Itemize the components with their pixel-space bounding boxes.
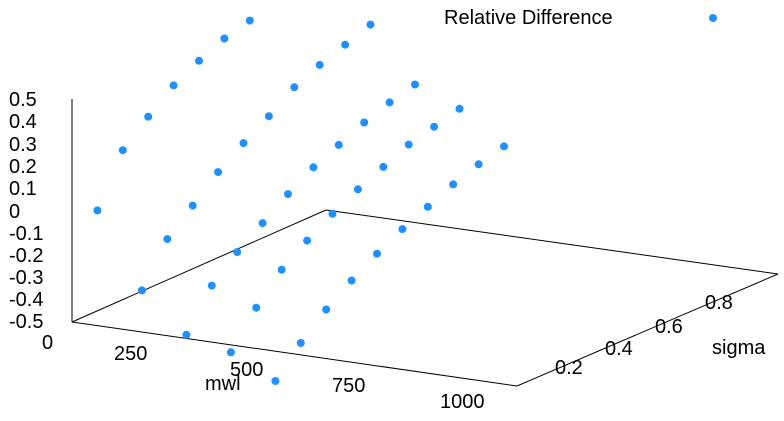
data-point (239, 139, 248, 148)
data-point (144, 112, 153, 121)
data-point (315, 60, 324, 69)
data-point (137, 286, 146, 295)
data-point (411, 80, 419, 89)
back-base-edge (325, 209, 779, 275)
data-point (334, 140, 343, 149)
x-tick-label: 750 (332, 375, 365, 397)
data-point (284, 190, 292, 199)
data-point (188, 201, 197, 210)
legend-label: Relative Difference (444, 7, 613, 29)
z-tick-labels: 0.5 0.4 0.3 0.2 0.1 0 -0.1 -0.2 -0.3 -0.… (9, 89, 43, 333)
z-tick-label: 0.4 (9, 111, 37, 133)
data-point (93, 206, 102, 215)
data-point (303, 236, 312, 245)
data-points (93, 16, 508, 385)
data-point (233, 248, 242, 257)
z-tick-label: -0.2 (9, 245, 43, 267)
z-tick-label: -0.3 (9, 267, 43, 289)
left-base-edge (71, 209, 327, 323)
y-tick-label: 0.4 (605, 338, 633, 360)
data-point (296, 339, 305, 347)
y-axis-label: sigma (712, 337, 766, 359)
z-tick-label: -0.1 (9, 223, 43, 245)
data-point (118, 146, 127, 155)
data-point (258, 219, 267, 228)
data-point (182, 330, 191, 339)
y-tick-label: 0.8 (705, 292, 733, 314)
y-tick-label: 0.6 (655, 316, 683, 338)
data-point (277, 265, 286, 274)
data-point (360, 118, 369, 127)
data-point (220, 34, 229, 43)
right-base-edge (516, 273, 779, 387)
z-tick-label: 0.5 (9, 89, 37, 111)
data-point (398, 225, 407, 234)
data-point (353, 185, 362, 194)
data-point (379, 162, 388, 171)
data-point (404, 140, 413, 149)
legend: Relative Difference (444, 7, 717, 29)
data-point (474, 160, 483, 169)
data-point (322, 305, 331, 314)
data-point (455, 104, 464, 113)
data-point (163, 235, 172, 244)
data-point (373, 249, 381, 258)
y-tick-labels: 0.2 0.4 0.6 0.8 (555, 292, 733, 379)
x-axis-label: mwl (205, 373, 241, 395)
data-point (226, 348, 235, 357)
data-point (252, 303, 261, 312)
z-tick-label: -0.5 (9, 311, 43, 333)
data-point (245, 16, 254, 25)
x-tick-labels: 0 250 500 750 1000 (42, 332, 485, 413)
z-tick-label: 0.3 (9, 134, 37, 156)
data-point (169, 81, 178, 90)
data-point (290, 83, 299, 92)
data-point (430, 122, 439, 131)
z-tick-label: 0.2 (9, 156, 37, 178)
data-point (195, 56, 203, 65)
data-point (385, 98, 394, 107)
data-point (264, 112, 273, 121)
z-tick-label: -0.4 (9, 289, 43, 311)
data-point (423, 202, 432, 211)
data-point (207, 281, 216, 290)
data-point (214, 168, 223, 177)
front-base-edge (71, 321, 518, 387)
z-tick-label: 0.1 (9, 178, 37, 200)
data-point (328, 209, 337, 218)
data-point (341, 40, 350, 49)
data-point (366, 20, 375, 29)
data-point (309, 163, 318, 172)
x-tick-label: 500 (230, 359, 263, 381)
legend-marker (709, 14, 717, 22)
z-tick-label: 0 (9, 201, 20, 223)
y-tick-label: 0.2 (555, 357, 583, 379)
axes-group (71, 99, 779, 387)
data-point (449, 180, 458, 189)
data-point (347, 276, 356, 285)
x-tick-label: 1000 (440, 391, 485, 413)
data-point (500, 142, 508, 151)
data-point (271, 377, 280, 385)
x-tick-label: 250 (114, 343, 147, 365)
x-tick-label: 0 (42, 332, 53, 354)
